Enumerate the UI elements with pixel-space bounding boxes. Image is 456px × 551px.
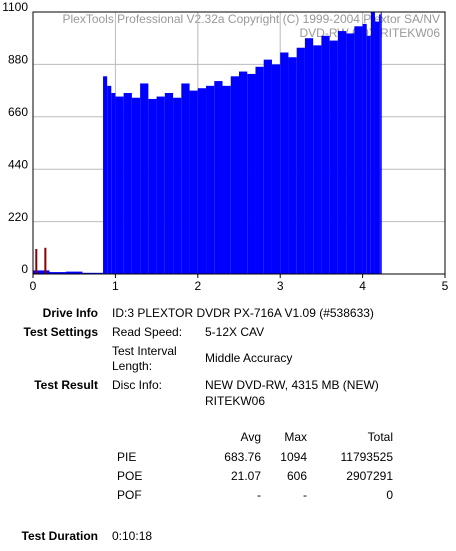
area-segment [288, 57, 297, 274]
area-segment [156, 96, 165, 275]
label: Read Speed: [112, 325, 182, 339]
table-cell: 21.07 [231, 469, 261, 483]
section-label: Test Settings [24, 325, 99, 339]
area-segment [374, 21, 380, 275]
x-tick-label: 1 [112, 279, 119, 293]
row-label: POF [117, 488, 142, 502]
x-tick-label: 5 [442, 279, 449, 293]
area-segment [247, 73, 256, 274]
table-cell: - [257, 488, 261, 502]
row-label: PIE [117, 450, 136, 464]
area-segment [140, 83, 149, 274]
watermark: DVD-RW 6.0X RITEKW06 [300, 26, 441, 40]
area-segment [103, 76, 108, 275]
area-segment [173, 97, 182, 274]
area-segment [102, 272, 104, 274]
row-label: POE [117, 469, 142, 483]
y-tick-label: 220 [8, 210, 28, 224]
area-segment [313, 45, 322, 274]
area-segment [280, 52, 289, 275]
area-segment [379, 14, 381, 275]
spike [44, 247, 47, 274]
area-segment [362, 23, 367, 275]
area-segment [164, 92, 174, 275]
table-header: Avg [241, 430, 261, 444]
area-segment [370, 12, 375, 274]
area-segment [107, 85, 112, 274]
area-segment [33, 270, 50, 274]
area-segment [354, 26, 363, 274]
value: 0:10:18 [112, 529, 152, 543]
label: Length: [112, 359, 152, 373]
x-tick-label: 4 [359, 279, 366, 293]
area-segment [49, 272, 66, 274]
value: Middle Accuracy [205, 351, 292, 365]
x-tick-label: 0 [30, 279, 37, 293]
area-segment [263, 59, 272, 274]
table-cell: 2907291 [346, 469, 393, 483]
area-segment [380, 12, 382, 274]
table-cell: 0 [386, 488, 393, 502]
y-tick-label: 1100 [2, 0, 28, 14]
area-segment [189, 90, 198, 274]
value: RITEKW06 [205, 394, 265, 408]
section-label: Test Result [34, 378, 98, 392]
value: 5-12X CAV [205, 325, 264, 339]
x-tick-label: 3 [277, 279, 284, 293]
value: ID:3 PLEXTOR DVDR PX-716A V1.09 (#538633… [112, 306, 374, 320]
area-segment [181, 83, 190, 274]
area-segment [296, 47, 305, 275]
watermark: PlexTools Professional V2.32a Copyright … [62, 12, 440, 26]
table-cell: 606 [287, 469, 307, 483]
area-segment [197, 88, 207, 274]
area-segment [148, 98, 157, 274]
table-cell: 11793525 [341, 450, 394, 464]
area-segment [337, 31, 347, 274]
y-tick-label: 440 [8, 157, 28, 171]
spike [35, 248, 38, 274]
area-segment [115, 96, 124, 275]
area-segment [366, 35, 371, 275]
area-segment [239, 71, 248, 274]
y-tick-label: 0 [21, 262, 28, 276]
table-header: Max [284, 430, 307, 444]
label: Test Interval [112, 344, 177, 358]
area-segment [222, 85, 231, 274]
table-cell: - [303, 488, 307, 502]
area-segment [321, 35, 330, 275]
area-segment [230, 76, 239, 275]
section-label: Test Duration [22, 529, 98, 543]
table-header: Total [368, 430, 393, 444]
label: Disc Info: [112, 378, 162, 392]
area-segment [131, 97, 141, 274]
y-tick-label: 880 [8, 53, 28, 67]
table-cell: 683.76 [224, 450, 261, 464]
x-tick-label: 2 [194, 279, 201, 293]
area-segment [206, 85, 215, 274]
area-segment [271, 64, 281, 275]
area-segment [304, 38, 314, 275]
area-segment [346, 33, 355, 274]
value: NEW DVD-RW, 4315 MB (NEW) [205, 378, 379, 392]
area-segment [123, 92, 132, 275]
area-segment [82, 272, 103, 274]
area-segment [329, 40, 338, 274]
plot-frame [32, 11, 446, 275]
area-segment [214, 81, 223, 274]
section-label: Drive Info [43, 306, 98, 320]
y-tick-label: 660 [8, 105, 28, 119]
area-segment [65, 271, 83, 274]
table-cell: 1094 [280, 450, 307, 464]
area-segment [111, 92, 116, 275]
area-segment [255, 66, 264, 274]
